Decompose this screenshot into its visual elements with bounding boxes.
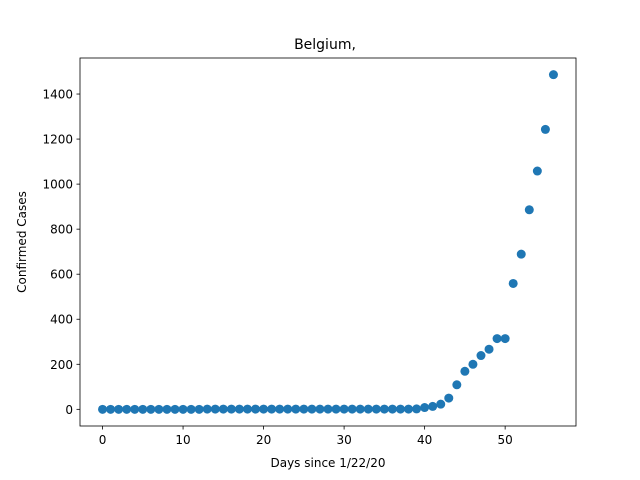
y-tick-label: 1400 <box>42 88 73 102</box>
y-tick-label: 1000 <box>42 178 73 192</box>
point <box>331 404 341 414</box>
point <box>379 404 389 414</box>
point <box>412 404 422 414</box>
point <box>395 404 405 414</box>
point <box>114 404 124 414</box>
point <box>484 344 494 354</box>
point <box>202 404 212 414</box>
x-tick-label: 10 <box>175 433 190 447</box>
point <box>452 380 462 390</box>
point <box>500 334 510 344</box>
point <box>516 249 526 259</box>
y-tick-label: 400 <box>50 313 73 327</box>
point <box>275 404 285 414</box>
point <box>291 404 301 414</box>
point <box>186 404 196 414</box>
point <box>226 404 236 414</box>
point <box>299 404 309 414</box>
x-tick-label: 0 <box>99 433 107 447</box>
point <box>283 404 293 414</box>
point <box>476 351 486 361</box>
point <box>371 404 381 414</box>
point <box>154 404 164 414</box>
point <box>259 404 269 414</box>
point <box>210 404 220 414</box>
point <box>492 334 502 344</box>
x-tick-label: 30 <box>336 433 351 447</box>
y-tick-label: 800 <box>50 223 73 237</box>
point <box>363 404 373 414</box>
point <box>307 404 317 414</box>
point <box>548 70 558 80</box>
point <box>251 404 261 414</box>
point <box>508 278 518 288</box>
point <box>436 399 446 409</box>
point <box>347 404 357 414</box>
point <box>162 404 172 414</box>
y-axis-label: Confirmed Cases <box>15 191 29 293</box>
point <box>98 404 108 414</box>
point <box>420 403 430 413</box>
point <box>122 404 132 414</box>
point <box>524 205 534 215</box>
x-tick-label: 40 <box>417 433 432 447</box>
x-axis-label: Days since 1/22/20 <box>270 456 385 470</box>
chart-title: Belgium, <box>294 37 356 53</box>
point <box>106 404 116 414</box>
point <box>267 404 277 414</box>
point <box>444 393 454 403</box>
point <box>387 404 397 414</box>
point <box>130 404 140 414</box>
point <box>138 404 148 414</box>
point <box>218 404 228 414</box>
point <box>540 124 550 134</box>
point <box>194 404 204 414</box>
x-tick-label: 20 <box>256 433 271 447</box>
point <box>178 404 188 414</box>
point <box>532 166 542 176</box>
y-tick-label: 1200 <box>42 133 73 147</box>
point <box>242 404 252 414</box>
point <box>170 404 180 414</box>
point <box>339 404 349 414</box>
point <box>468 359 478 369</box>
point <box>146 404 156 414</box>
point <box>355 404 365 414</box>
point <box>404 404 414 414</box>
point <box>428 401 438 411</box>
y-tick-label: 200 <box>50 358 73 372</box>
point <box>234 404 244 414</box>
x-tick-label: 50 <box>498 433 513 447</box>
point <box>323 404 333 414</box>
y-tick-label: 600 <box>50 268 73 282</box>
plot-frame <box>79 57 577 427</box>
point <box>460 366 470 376</box>
point <box>315 404 325 414</box>
y-tick-label: 0 <box>65 403 73 417</box>
